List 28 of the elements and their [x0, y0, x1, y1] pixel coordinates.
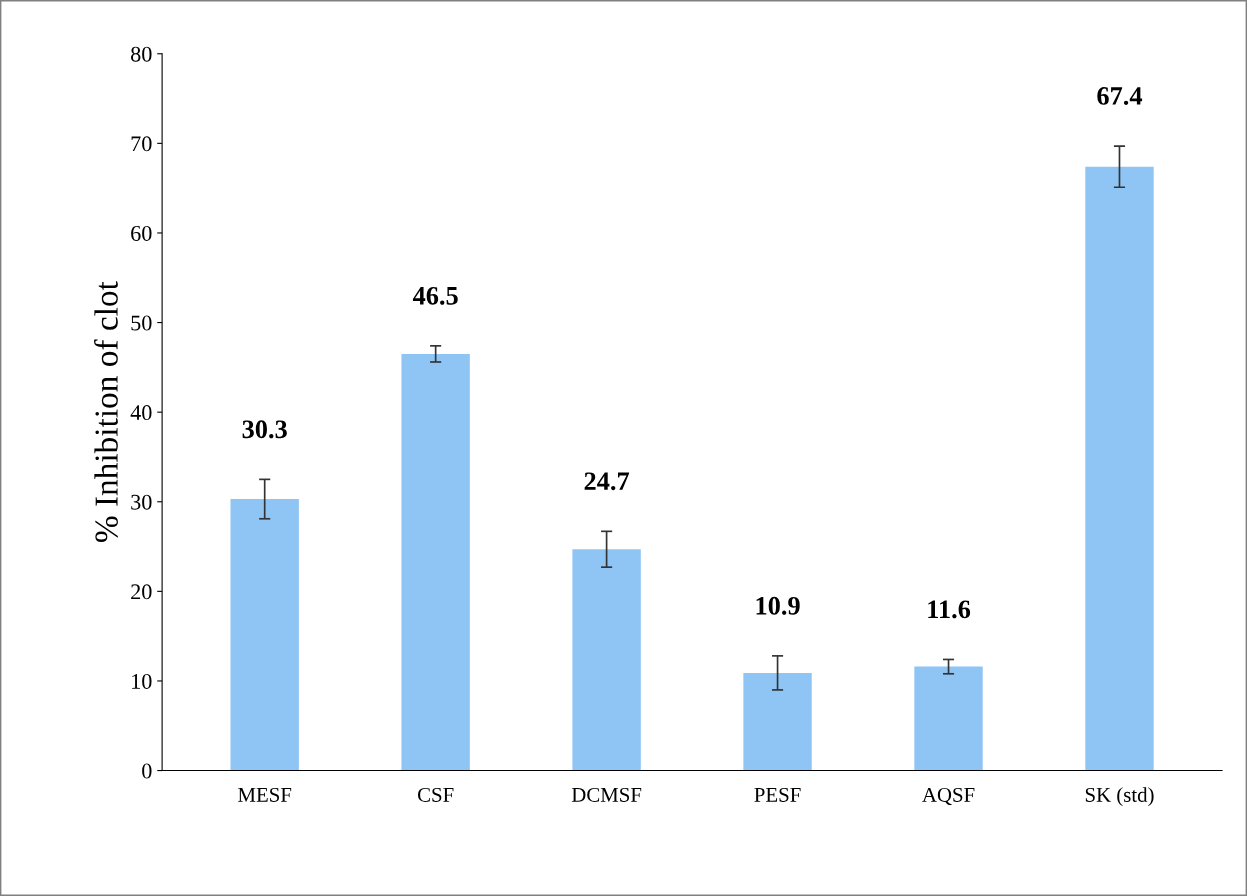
y-axis-title: % Inhibition of clot: [94, 281, 118, 543]
x-tick-label: PESF: [754, 787, 801, 802]
data-label: 24.7: [584, 472, 630, 491]
data-label: 67.4: [1097, 87, 1143, 105]
bar: [401, 353, 470, 771]
y-tick-label: 10: [132, 673, 152, 689]
y-tick-label: 0: [142, 763, 152, 779]
y-tick-label: 20: [131, 584, 152, 600]
y-tick-label: 30: [131, 494, 152, 510]
bar: [914, 666, 983, 771]
x-tick-label: SK (std): [1085, 787, 1154, 807]
bar: [743, 672, 812, 771]
x-tick-label: DCMSF: [571, 787, 642, 802]
data-label: 10.9: [756, 596, 800, 615]
y-tick-label: 60: [131, 225, 152, 241]
bar: [572, 549, 641, 771]
y-tick-label: 70: [131, 136, 152, 152]
x-tick-label: MESF: [238, 787, 292, 802]
y-tick-label: 40: [130, 405, 152, 421]
x-tick-label: AQSF: [922, 787, 975, 806]
bar: [230, 499, 299, 771]
x-tick-label: CSF: [417, 787, 454, 802]
y-tick-label: 50: [131, 315, 152, 331]
data-label: 30.3: [242, 420, 287, 439]
bar: [1085, 166, 1154, 771]
data-label: 11.6: [928, 600, 971, 619]
y-tick-label: 80: [131, 46, 152, 62]
data-label: 46.5: [412, 286, 458, 305]
